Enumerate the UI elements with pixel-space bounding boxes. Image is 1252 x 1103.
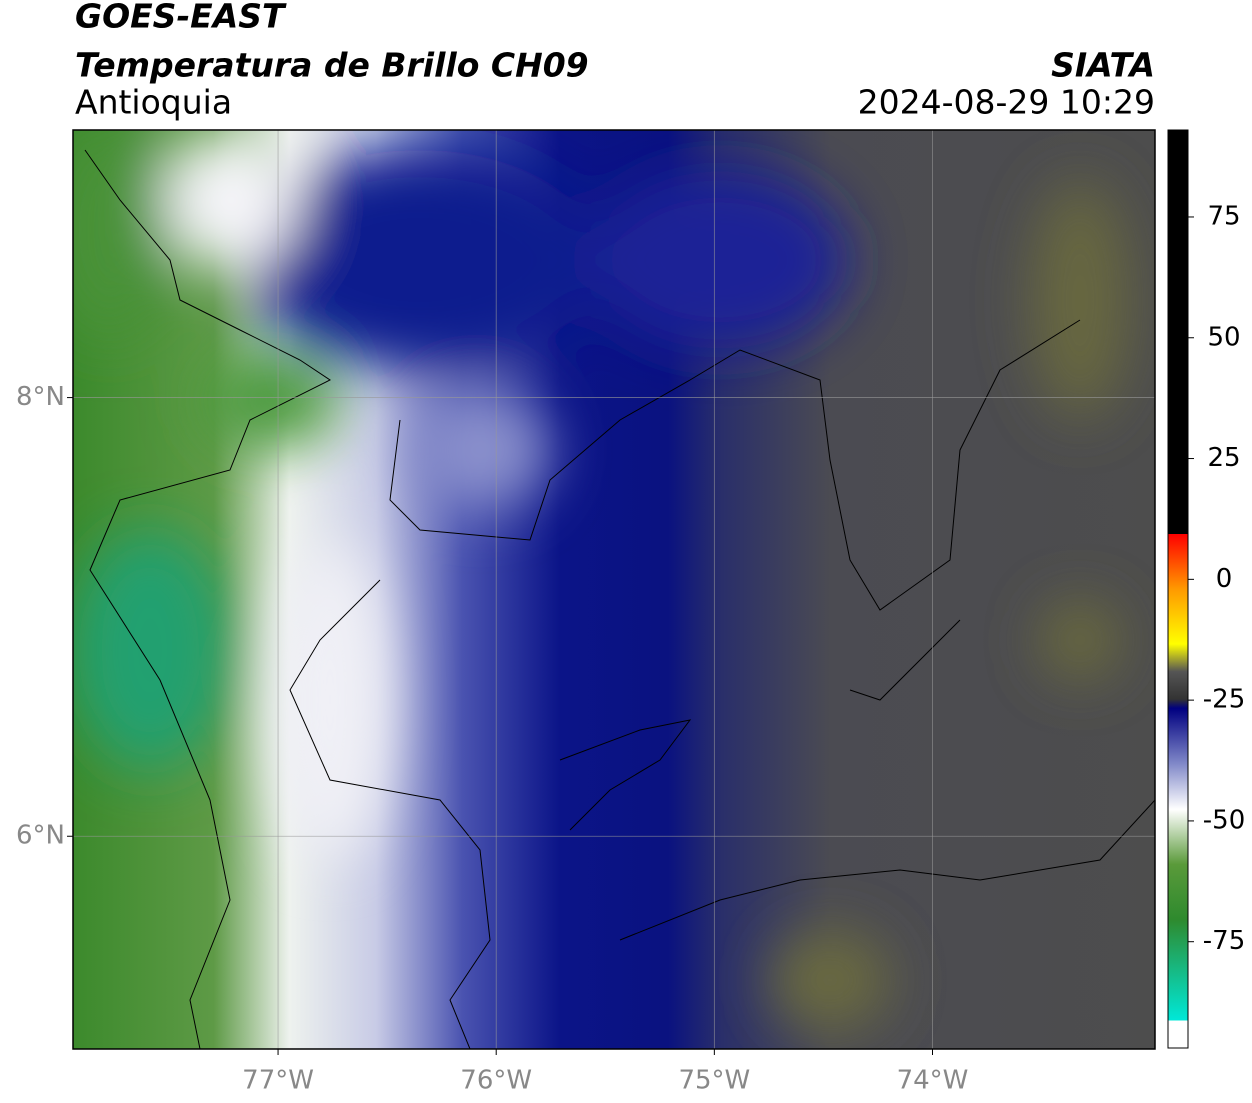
y-tick-label: 8°N (16, 382, 65, 412)
colorbar-tick-label: -50 (1203, 805, 1245, 835)
colorbar-tick-label: -75 (1203, 926, 1245, 956)
x-tick-label: 76°W (460, 1066, 532, 1096)
y-tick-label: 6°N (16, 821, 65, 851)
x-tick-label: 75°W (678, 1066, 750, 1096)
map-frame (72, 129, 1156, 1050)
colorbar-tick-label: -25 (1203, 685, 1245, 715)
colorbar-tick-label: 0 (1216, 564, 1233, 594)
timestamp: 2024-08-29 10:29 (858, 83, 1155, 122)
subtitle: Temperatura de Brillo CH09 (75, 46, 589, 85)
grid (73, 130, 1155, 1049)
colorbar-tick-label: 25 (1207, 443, 1240, 473)
colorbar-tick-label: 50 (1207, 322, 1240, 352)
x-tick-label: 77°W (242, 1066, 314, 1096)
x-tick-label: 74°W (897, 1066, 969, 1096)
region: Antioquia (75, 83, 232, 122)
source: SIATA (1051, 46, 1155, 85)
title: GOES-EAST (75, 0, 287, 36)
colorbar (1167, 129, 1189, 1049)
satellite-image (73, 130, 1155, 1049)
colorbar-tick-label: 75 (1207, 201, 1240, 231)
